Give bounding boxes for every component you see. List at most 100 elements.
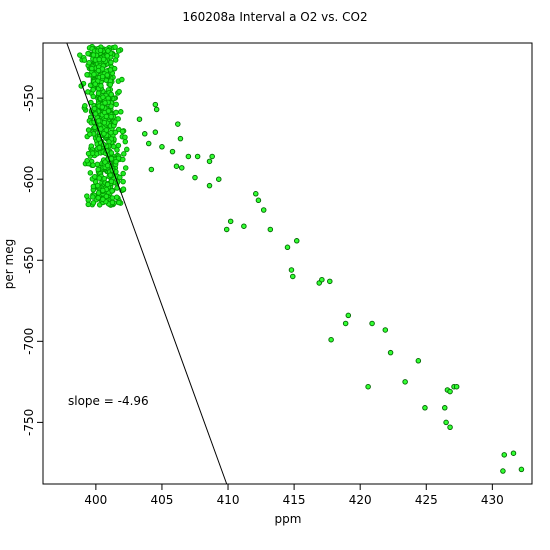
cluster-point [85, 50, 91, 57]
cluster-point [103, 127, 110, 133]
cluster-point [122, 134, 128, 140]
data-point [175, 121, 181, 127]
cluster-point [95, 67, 102, 74]
cluster-point [85, 150, 92, 157]
data-point [415, 358, 422, 364]
y-tick-label: -650 [22, 247, 36, 274]
data-point [369, 320, 375, 327]
cluster-point [120, 170, 126, 177]
data-point [145, 140, 152, 147]
cluster-point [112, 44, 118, 50]
cluster-point [101, 175, 108, 182]
data-point [159, 144, 165, 150]
cluster-point [95, 195, 101, 201]
data-point [510, 450, 517, 456]
cluster-point [108, 129, 114, 136]
data-point [387, 349, 394, 356]
cluster-point [100, 94, 106, 101]
data-point [267, 226, 274, 233]
cluster-point [116, 199, 122, 206]
cluster-point [101, 131, 107, 137]
data-point [447, 424, 453, 431]
cluster-point [90, 87, 96, 93]
cluster-point [77, 52, 83, 58]
data-point [194, 153, 201, 160]
x-tick-label: 430 [481, 493, 504, 507]
data-point [153, 106, 160, 113]
cluster-point [104, 162, 111, 169]
data-point [206, 182, 213, 189]
cluster-point [113, 194, 120, 200]
data-point [294, 238, 300, 244]
x-tick-label: 405 [150, 493, 173, 507]
cluster-point [113, 101, 119, 108]
data-point [443, 419, 449, 426]
cluster-point [98, 83, 104, 89]
data-point [260, 207, 267, 213]
data-point [453, 383, 460, 390]
cluster-point [92, 81, 98, 87]
cluster-point [108, 59, 114, 66]
cluster-point [108, 103, 114, 109]
slope-annotation: slope = -4.96 [68, 394, 149, 408]
cluster-point [113, 158, 119, 165]
cluster-point [90, 52, 97, 58]
data-point [216, 176, 222, 182]
cluster-point [115, 116, 121, 122]
cluster-point [118, 109, 124, 115]
x-tick-label: 425 [415, 493, 438, 507]
cluster-point [107, 81, 114, 88]
data-point [442, 405, 448, 411]
data-point [501, 452, 507, 458]
data-point [288, 267, 295, 273]
data-point [365, 383, 371, 390]
cluster-point [91, 71, 97, 78]
data-point [192, 174, 198, 181]
cluster-point [86, 59, 92, 66]
cluster-point [104, 53, 111, 59]
cluster-point [90, 200, 97, 206]
data-point [500, 468, 506, 474]
data-point [319, 276, 325, 283]
data-point [290, 273, 296, 280]
point-cluster [77, 43, 130, 208]
x-tick-label: 410 [217, 493, 240, 507]
cluster-point [101, 119, 108, 126]
cluster-point [100, 187, 106, 194]
cluster-point [85, 89, 91, 95]
cluster-point [100, 196, 106, 203]
cluster-point [115, 142, 122, 149]
data-point [142, 131, 148, 137]
data-point [152, 101, 159, 108]
cluster-point [124, 146, 130, 153]
data-point [136, 116, 143, 122]
data-point [223, 226, 230, 233]
data-point [284, 244, 291, 251]
x-tick-label: 400 [84, 493, 107, 507]
cluster-point [95, 118, 102, 124]
data-point [447, 388, 453, 395]
cluster-point [116, 88, 122, 95]
cluster-point [84, 71, 90, 78]
data-point [342, 320, 349, 327]
cluster-point [99, 73, 106, 80]
chart-title: 160208a Interval a O2 vs. CO2 [182, 10, 367, 24]
data-point [402, 379, 408, 385]
x-tick-label: 415 [283, 493, 306, 507]
data-point [173, 163, 180, 169]
x-axis: 400 405 410 415 420 425 430 [84, 484, 504, 507]
cluster-point [90, 183, 97, 190]
cluster-point [109, 188, 115, 194]
data-point [253, 191, 259, 197]
cluster-point [96, 145, 103, 151]
data-point [422, 405, 428, 411]
cluster-point [85, 201, 92, 208]
data-point [227, 218, 234, 225]
y-tick-label: -550 [22, 85, 36, 112]
data-point [345, 312, 352, 319]
cluster-point [105, 48, 111, 54]
data-point [209, 153, 215, 160]
y-axis: -550 -600 -650 -700 -750 [22, 85, 43, 436]
cluster-point [108, 150, 115, 156]
